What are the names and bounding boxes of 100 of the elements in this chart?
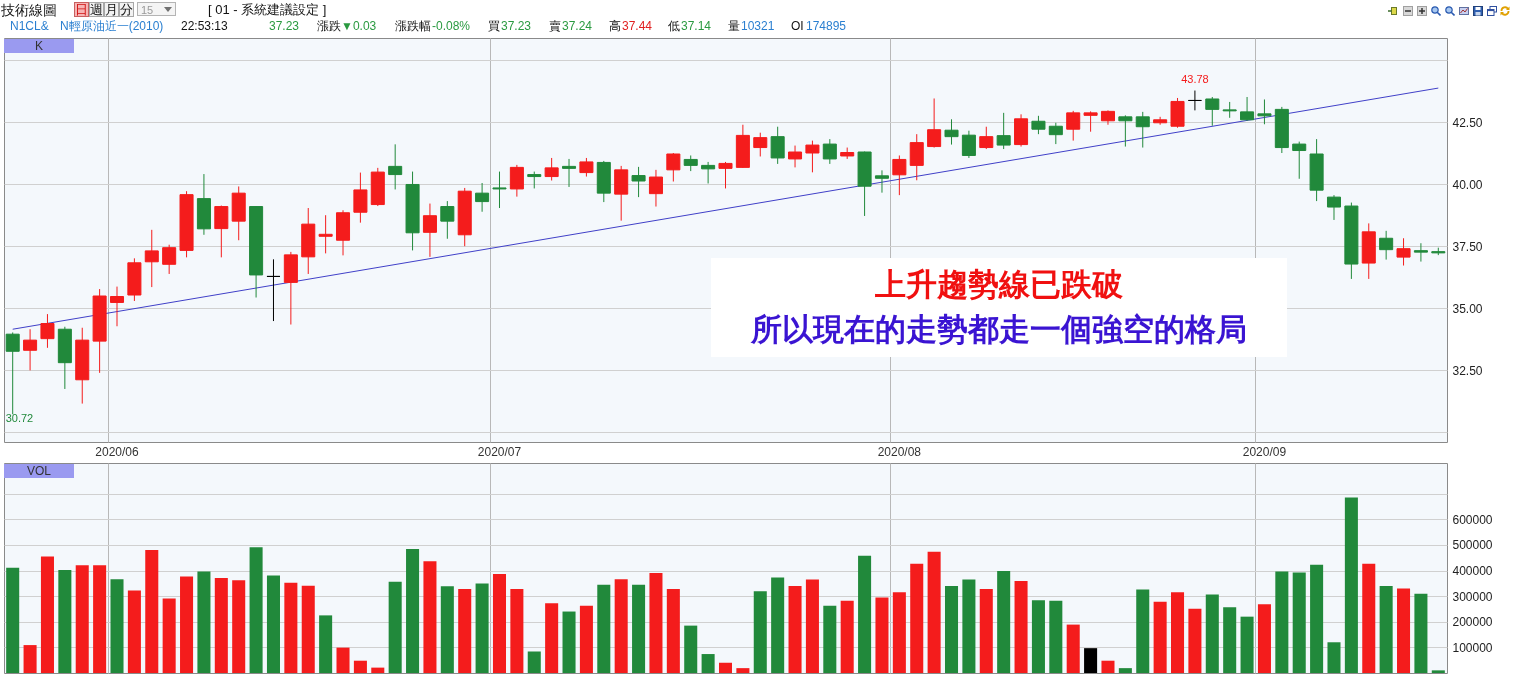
candlestick (1413, 242, 1428, 263)
panel-tab: K (4, 39, 74, 53)
bar (788, 585, 802, 673)
candlestick (266, 258, 281, 322)
candlestick (1205, 96, 1220, 127)
bar (944, 585, 959, 673)
text: 37.23 (501, 19, 532, 33)
bar (1327, 642, 1341, 673)
chart-title: VOL (26, 464, 51, 478)
bar (388, 581, 402, 673)
annotation: 上升趨勢線已跌破 (875, 267, 1123, 303)
y-tick-label: 37.50 (1452, 239, 1483, 254)
bar (771, 577, 785, 673)
bar (127, 590, 141, 673)
bar (962, 579, 976, 673)
candlestick (1066, 110, 1081, 142)
candlestick (162, 244, 177, 275)
bar (1414, 593, 1428, 673)
bar (545, 603, 559, 673)
text: ▼0.03 (341, 19, 377, 33)
x-tick-label: 2020/07 (477, 444, 522, 459)
bar (579, 605, 593, 673)
candlestick (475, 182, 490, 213)
text: OI (791, 19, 804, 33)
bar (510, 589, 524, 673)
candlestick (1379, 230, 1394, 261)
text: N輕原油近一(2010) (60, 19, 164, 33)
y-tick-label: 600000 (1452, 512, 1493, 527)
bar (1066, 624, 1080, 673)
bar (858, 555, 872, 673)
text: 高 (609, 19, 621, 33)
bar (406, 549, 420, 673)
text: 37.24 (562, 19, 593, 33)
bar (1292, 572, 1306, 673)
bar (336, 647, 350, 673)
candlestick (544, 157, 559, 182)
y-tick-label: 42.50 (1452, 115, 1483, 130)
bar (701, 654, 715, 673)
text: 10321 (741, 19, 775, 33)
bar (927, 551, 941, 673)
text: 日 (74, 2, 89, 17)
bar (997, 571, 1011, 673)
bar (319, 615, 333, 673)
y-tick-label: 100000 (1452, 640, 1493, 655)
candlestick (909, 133, 924, 181)
text: 174895 (806, 19, 847, 33)
bar (93, 565, 107, 673)
chart-title: K (34, 39, 43, 53)
bar (1118, 668, 1132, 673)
candlestick (874, 169, 889, 194)
bar (145, 550, 159, 673)
callout-box: 上升趨勢線已跌破 所以現在的走勢都走一個強空的格局 (711, 258, 1287, 357)
bar (232, 580, 246, 673)
text: 15 (141, 4, 154, 16)
candlestick (979, 126, 994, 150)
bar (492, 573, 507, 673)
y-tick-label: 300000 (1452, 589, 1493, 604)
text: 技術線圖 (1, 2, 57, 18)
candlestick (944, 118, 959, 146)
bar (718, 662, 733, 673)
bar (266, 575, 280, 673)
bar (1084, 648, 1098, 673)
text: 賣 (549, 19, 561, 33)
text: 37.14 (681, 19, 712, 33)
bar (180, 576, 194, 673)
bar (684, 625, 698, 673)
candlestick (562, 158, 577, 188)
candlestick (822, 138, 837, 165)
bar (353, 660, 367, 673)
candlestick (996, 112, 1011, 150)
candlestick (961, 130, 976, 159)
text: 低 (668, 19, 680, 33)
candlestick (40, 313, 55, 349)
bar (284, 582, 298, 673)
candlestick (492, 171, 507, 209)
bar (649, 573, 663, 673)
y-tick-label: 400000 (1452, 564, 1493, 579)
candlestick (1083, 110, 1098, 133)
candlestick (1048, 122, 1063, 145)
y-tick-label: 200000 (1452, 615, 1493, 630)
bar (1344, 497, 1358, 673)
candlestick (631, 166, 646, 198)
bar (1136, 589, 1150, 673)
bar (1397, 588, 1411, 673)
candlestick (770, 126, 785, 165)
text: 37.44 (622, 19, 653, 33)
candlestick (1135, 111, 1150, 149)
bar (1223, 607, 1237, 673)
text: 漲跌幅 (395, 19, 431, 33)
bar (736, 668, 750, 673)
candlestick (318, 214, 333, 254)
y-tick-label: 500000 (1452, 538, 1493, 553)
candlestick (353, 172, 368, 224)
candlestick (144, 229, 159, 288)
bar (1049, 600, 1063, 673)
candlestick (927, 97, 942, 149)
candlestick (1292, 141, 1307, 180)
text: N1CL& (10, 19, 49, 33)
bar (423, 561, 437, 673)
candlestick (718, 161, 733, 189)
